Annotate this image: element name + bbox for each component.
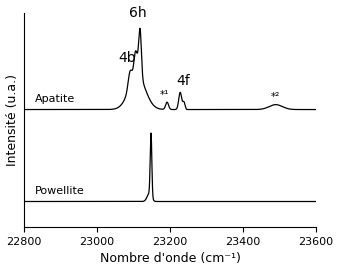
Y-axis label: Intensité (u.a.): Intensité (u.a.) <box>5 74 19 166</box>
Text: 4b: 4b <box>119 51 136 65</box>
Text: *²: *² <box>271 92 280 102</box>
Text: Powellite: Powellite <box>35 186 85 196</box>
Text: Apatite: Apatite <box>35 94 75 104</box>
X-axis label: Nombre d'onde (cm⁻¹): Nombre d'onde (cm⁻¹) <box>100 253 240 265</box>
Text: 4f: 4f <box>176 74 190 88</box>
Text: *¹: *¹ <box>160 90 170 100</box>
Text: 6h: 6h <box>129 6 147 20</box>
